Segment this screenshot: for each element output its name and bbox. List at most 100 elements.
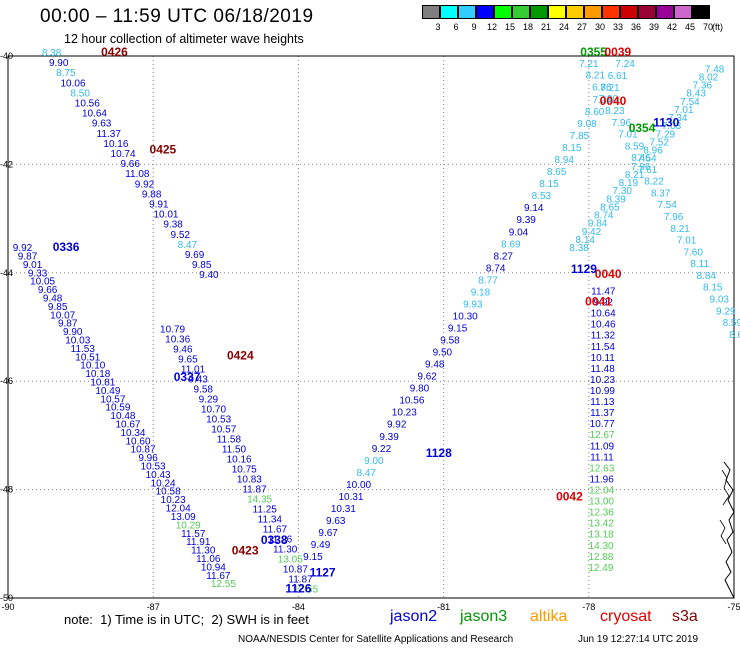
swh-value: 10.18: [85, 369, 110, 380]
swh-value: 9.96: [138, 453, 158, 464]
swh-value: 9.92: [135, 179, 155, 190]
lon-tick-label: -87: [147, 602, 160, 612]
swh-value: 9.29: [199, 394, 219, 405]
swh-value: 13.42: [589, 519, 614, 530]
colorbar-label: 70: [702, 22, 713, 32]
swh-value: 9.66: [38, 285, 58, 296]
colorbar-unit: (ft): [712, 22, 723, 32]
colorbar-swatch: [440, 5, 458, 19]
swh-value: 10.24: [151, 478, 176, 489]
swh-value: 14.35: [247, 495, 272, 506]
swh-value: 8.77: [478, 275, 498, 286]
swh-value: 8.60: [585, 107, 605, 118]
swh-value: 9.42: [582, 227, 602, 238]
satellite-legend-altika: altika: [530, 608, 568, 625]
swh-value: 8.02: [699, 72, 719, 83]
swh-value: 10.49: [95, 386, 120, 397]
colorbar-swatch: [458, 5, 476, 19]
colorbar-swatch: [584, 5, 602, 19]
colorbar-label: 30: [594, 22, 605, 32]
lat-tick-label: -50: [0, 593, 13, 603]
swh-value: 8.23: [605, 106, 625, 117]
swh-value: 10.16: [227, 455, 252, 466]
swh-value: 10.58: [156, 487, 181, 498]
colorbar-label: 15: [504, 22, 515, 32]
swh-value: 9.00: [364, 456, 384, 467]
credit-line: NOAA/NESDIS Center for Satellite Applica…: [238, 634, 514, 645]
swh-value: 10.30: [453, 311, 478, 322]
swh-value: 9.58: [194, 384, 214, 395]
swh-value: 9.04: [509, 227, 529, 238]
swh-value: 13.05: [278, 555, 303, 566]
swh-value: 10.87: [283, 565, 308, 576]
swh-value: 6.86: [592, 82, 612, 93]
swh-value: 9.38: [163, 220, 183, 231]
swh-value: 10.07: [50, 310, 75, 321]
swh-value: 10.94: [201, 562, 226, 573]
pass-time-label: 0337: [174, 370, 201, 384]
map-frame: [7, 55, 735, 599]
swh-value: 6.61: [608, 71, 628, 82]
pass-time-label: 0355: [580, 45, 607, 59]
lon-tick-label: -84: [292, 602, 305, 612]
swh-value: 9.67: [318, 528, 338, 539]
swh-value: 10.31: [331, 504, 356, 515]
swh-value: 7.54: [637, 154, 657, 165]
swh-value: 10.53: [206, 414, 231, 425]
swh-value: 11.32: [591, 331, 616, 342]
pass-time-label: 0040: [600, 94, 627, 108]
swh-value: 8.21: [670, 224, 690, 235]
swh-value: 10.57: [100, 394, 125, 405]
swh-value: 7.24: [593, 95, 613, 106]
swh-value: 9.90: [49, 58, 69, 69]
colorbar-label: 45: [684, 22, 695, 32]
swh-value: 9.39: [379, 432, 399, 443]
pass-time-label: 0040: [595, 267, 622, 281]
pass-time-label: 0426: [101, 45, 128, 59]
swh-value: 9.84: [588, 219, 608, 230]
swh-value: 11.08: [125, 169, 150, 180]
pass-time-label: 0425: [150, 143, 177, 157]
swh-value: 9.40: [199, 270, 219, 281]
colorbar-swatch: [692, 5, 710, 19]
swh-value: 10.36: [165, 334, 190, 345]
swh-value: 11.30: [191, 546, 216, 557]
pass-time-label: 0338: [261, 533, 288, 547]
swh-value: 7.03: [662, 121, 682, 132]
swh-value: 8.84: [696, 271, 716, 282]
page-title: 00:00 – 11:59 UTC 06/18/2019: [40, 6, 314, 27]
swh-value: 7.96: [612, 118, 632, 129]
swh-value: 8.15: [562, 143, 582, 154]
swh-value: 12.67: [590, 430, 615, 441]
swh-value: 10.16: [103, 139, 128, 150]
swh-value: 8.59: [723, 318, 740, 329]
swh-value: 9.92: [387, 420, 407, 431]
pass-time-label: 0424: [227, 349, 254, 363]
swh-value: 8.27: [494, 251, 514, 262]
swh-value: 10.87: [131, 445, 156, 456]
swh-value: 9.52: [171, 230, 191, 241]
colorbar-swatch: [674, 5, 692, 19]
swh-value: 10.05: [30, 277, 55, 288]
swh-value: 9.63: [92, 119, 112, 130]
swh-value: 9.08: [577, 119, 597, 130]
swh-value: 8.14: [576, 235, 596, 246]
swh-value: 11.09: [590, 441, 615, 452]
swh-value: 7.54: [680, 97, 700, 108]
swh-value: 10.56: [399, 396, 424, 407]
lat-tick-label: -42: [0, 159, 13, 169]
swh-value: 8.11: [690, 259, 709, 270]
colorbar-label: 18: [522, 22, 533, 32]
swh-value: 9.03: [710, 294, 730, 305]
swh-value: 9.50: [433, 348, 453, 359]
swh-value: 8.37: [651, 188, 671, 199]
swh-value: 9.80: [410, 384, 430, 395]
colorbar-label: 36: [630, 22, 641, 32]
swh-value: 7.36: [693, 81, 713, 92]
colorbar-swatch: [476, 5, 494, 19]
swh-value: 10.81: [90, 378, 115, 389]
colorbar-swatch: [656, 5, 674, 19]
swh-value: 10.99: [590, 386, 615, 397]
swh-value: 9.85: [192, 260, 212, 271]
pass-time-label: 0041: [585, 294, 612, 308]
